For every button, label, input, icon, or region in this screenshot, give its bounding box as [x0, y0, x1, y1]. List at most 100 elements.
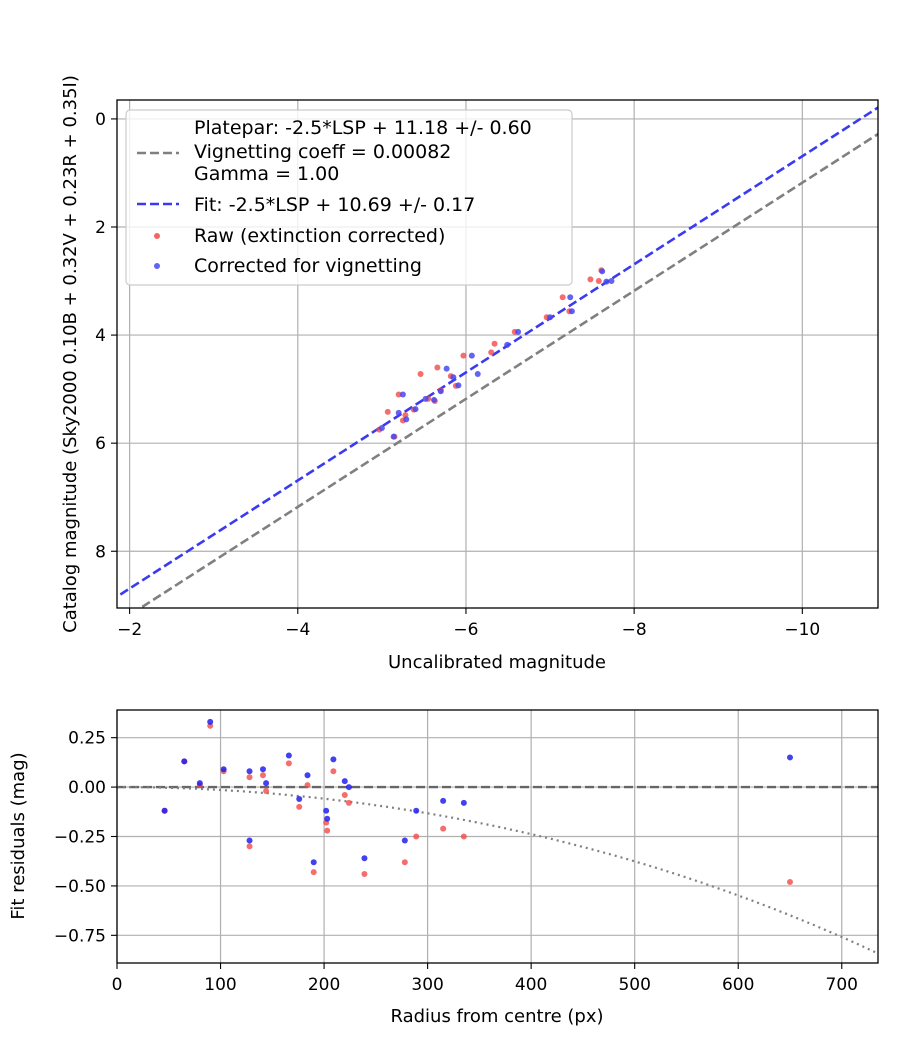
top-x-tick-label: −2: [117, 620, 142, 640]
line-platepar: [138, 132, 878, 608]
top-point-corrected: [468, 352, 475, 359]
bottom-point-corrected: [345, 784, 352, 791]
bottom-point-corrected: [310, 859, 317, 866]
top-axes-frame: [116, 99, 879, 609]
bottom-y-axis-label: Fit residuals (mag): [8, 752, 29, 919]
bottom-point-raw: [330, 768, 337, 775]
bottom-x-tick-label: 100: [204, 975, 236, 995]
bottom-point-corrected: [296, 795, 303, 802]
top-scatter-points: [376, 267, 615, 440]
bottom-x-tick-label: 300: [411, 975, 443, 995]
bottom-point-corrected: [207, 718, 214, 725]
legend: Platepar: -2.5*LSP + 11.18 +/- 0.60 Vign…: [125, 109, 573, 286]
bottom-point-corrected: [304, 772, 311, 779]
bottom-x-tick-label: 700: [826, 975, 858, 995]
bottom-point-raw: [296, 803, 303, 810]
top-point-corrected: [443, 365, 450, 372]
top-point-raw: [488, 349, 495, 356]
top-point-corrected: [395, 409, 402, 416]
bottom-point-corrected: [460, 799, 467, 806]
legend-corrected-label: Corrected for vignetting: [194, 255, 422, 277]
bottom-x-tick-label: 400: [515, 975, 547, 995]
top-ticks: −2 −4 −6 −8 −10 0 2 4 6 8: [95, 110, 820, 640]
bottom-x-tick-label: 500: [618, 975, 650, 995]
legend-fit-label: Fit: -2.5*LSP + 10.69 +/- 0.17: [194, 194, 475, 216]
bottom-point-corrected: [161, 807, 168, 814]
bottom-point-raw: [324, 827, 331, 834]
top-y-tick-label: 4: [95, 326, 106, 346]
top-point-corrected: [431, 396, 438, 403]
top-point-raw: [587, 276, 594, 283]
legend-raw-label: Raw (extinction corrected): [194, 225, 445, 247]
top-point-corrected: [568, 308, 575, 315]
legend-platepar-line-2: Vignetting coeff = 0.00082: [194, 141, 451, 163]
bottom-point-raw: [246, 774, 253, 781]
top-point-raw: [395, 391, 402, 398]
top-point-corrected: [422, 395, 429, 402]
bottom-point-corrected: [401, 837, 408, 844]
bottom-point-raw: [361, 871, 368, 878]
bottom-point-corrected: [246, 837, 253, 844]
bottom-point-corrected: [246, 768, 253, 775]
top-point-raw: [491, 340, 498, 347]
bottom-reference-lines: [117, 785, 878, 955]
top-point-corrected: [437, 388, 444, 395]
legend-raw-marker: [154, 233, 160, 239]
bottom-point-raw: [401, 859, 408, 866]
top-x-tick-label: −8: [622, 620, 647, 640]
bottom-point-corrected: [323, 807, 330, 814]
bottom-point-corrected: [259, 766, 266, 773]
legend-corrected-marker: [154, 263, 160, 269]
bottom-point-corrected: [341, 778, 348, 785]
legend-box: [125, 109, 573, 286]
top-point-corrected: [455, 382, 462, 389]
top-point-raw: [434, 364, 441, 371]
bottom-y-tick-label: 0.00: [68, 778, 106, 798]
bottom-point-corrected: [413, 807, 420, 814]
top-y-axis-label: Catalog magnitude (Sky2000 0.10B + 0.32V…: [60, 75, 81, 633]
top-point-corrected: [515, 328, 522, 335]
bottom-point-corrected: [361, 855, 368, 862]
bottom-x-tick-label: 200: [308, 975, 340, 995]
bottom-scatter-points: [161, 718, 793, 885]
top-x-tick-label: −6: [453, 620, 478, 640]
top-y-tick-label: 6: [95, 434, 106, 454]
top-point-corrected: [567, 294, 574, 301]
top-point-corrected: [547, 314, 554, 321]
bottom-x-tick-label: 0: [112, 975, 123, 995]
top-point-corrected: [399, 391, 406, 398]
legend-platepar-line-3: Gamma = 1.00: [194, 163, 339, 185]
bottom-point-raw: [259, 772, 266, 779]
bottom-y-tick-label: −0.50: [54, 877, 106, 897]
bottom-point-corrected: [440, 797, 447, 804]
bottom-point-raw: [304, 782, 311, 789]
bottom-point-raw: [460, 833, 467, 840]
bottom-point-raw: [413, 833, 420, 840]
top-point-corrected: [599, 268, 606, 275]
top-x-tick-label: −4: [285, 620, 310, 640]
bottom-point-raw: [341, 791, 348, 798]
top-y-tick-label: 2: [95, 218, 106, 238]
top-point-corrected: [403, 416, 410, 423]
residuals-plot: 0 100 200 300 400 500 600 700 0.25 0.00 −0.25 −0.50…: [8, 709, 879, 1027]
top-point-raw: [384, 408, 391, 415]
bottom-y-tick-label: −0.75: [54, 926, 106, 946]
bottom-point-corrected: [786, 754, 793, 761]
top-point-corrected: [504, 341, 511, 348]
top-point-corrected: [378, 425, 385, 432]
bottom-point-corrected: [285, 752, 292, 759]
bottom-x-axis-label: Radius from centre (px): [390, 1006, 603, 1027]
bottom-point-corrected: [181, 758, 188, 765]
legend-platepar-line-1: Platepar: -2.5*LSP + 11.18 +/- 0.60: [194, 117, 532, 139]
bottom-ticks: 0 100 200 300 400 500 600 700 0.25 0.00 −0.25 −0.50…: [54, 729, 858, 995]
top-x-axis-label: Uncalibrated magnitude: [388, 652, 606, 673]
bottom-point-raw: [345, 799, 352, 806]
bottom-y-tick-label: 0.25: [68, 729, 106, 749]
top-point-corrected: [450, 374, 457, 381]
top-point-corrected: [412, 406, 419, 413]
bottom-point-raw: [440, 825, 447, 832]
bottom-point-raw: [786, 878, 793, 885]
bottom-point-corrected: [220, 766, 227, 773]
